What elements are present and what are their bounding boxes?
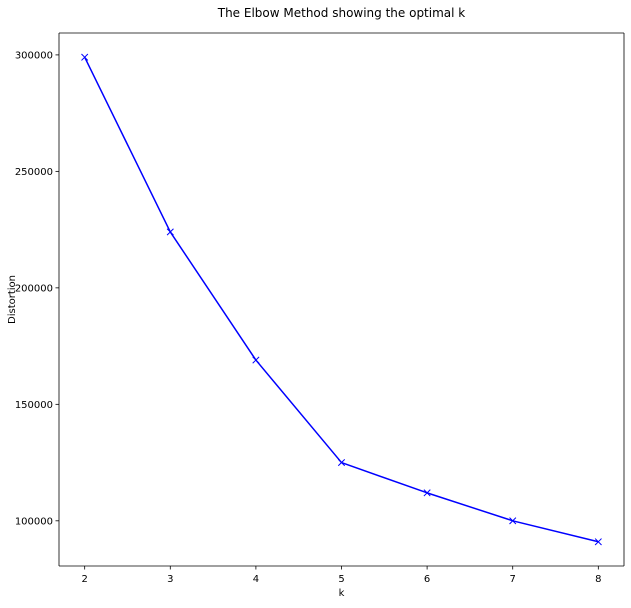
x-tick-label: 5 [338, 574, 344, 585]
data-point-marker [594, 538, 602, 546]
x-tick-layer: 2 3 4 5 6 7 8 [81, 566, 602, 585]
data-point-marker [423, 489, 431, 497]
y-tick-label: 200000 [15, 283, 53, 294]
series-layer [81, 53, 602, 546]
x-axis-label: k [339, 588, 345, 599]
y-tick-label: 100000 [15, 516, 53, 527]
y-tick-label: 250000 [15, 167, 53, 178]
plot-area [59, 33, 624, 566]
x-tick-label: 2 [81, 574, 87, 585]
x-tick-label: 6 [424, 574, 430, 585]
y-tick-layer: 100000 150000 200000 250000 300000 [15, 50, 59, 527]
data-point-marker [509, 517, 517, 525]
x-tick-label: 8 [595, 574, 601, 585]
x-tick-label: 7 [510, 574, 516, 585]
y-tick-label: 150000 [15, 400, 53, 411]
data-point-marker [252, 356, 260, 364]
y-axis-label: Distortion [7, 275, 18, 324]
x-tick-label: 3 [167, 574, 173, 585]
data-point-marker [166, 228, 174, 236]
y-tick-label: 300000 [15, 50, 53, 61]
data-point-marker [81, 53, 89, 61]
x-tick-label: 4 [253, 574, 259, 585]
data-point-marker [337, 459, 346, 467]
chart-title: The Elbow Method showing the optimal k [217, 6, 466, 20]
